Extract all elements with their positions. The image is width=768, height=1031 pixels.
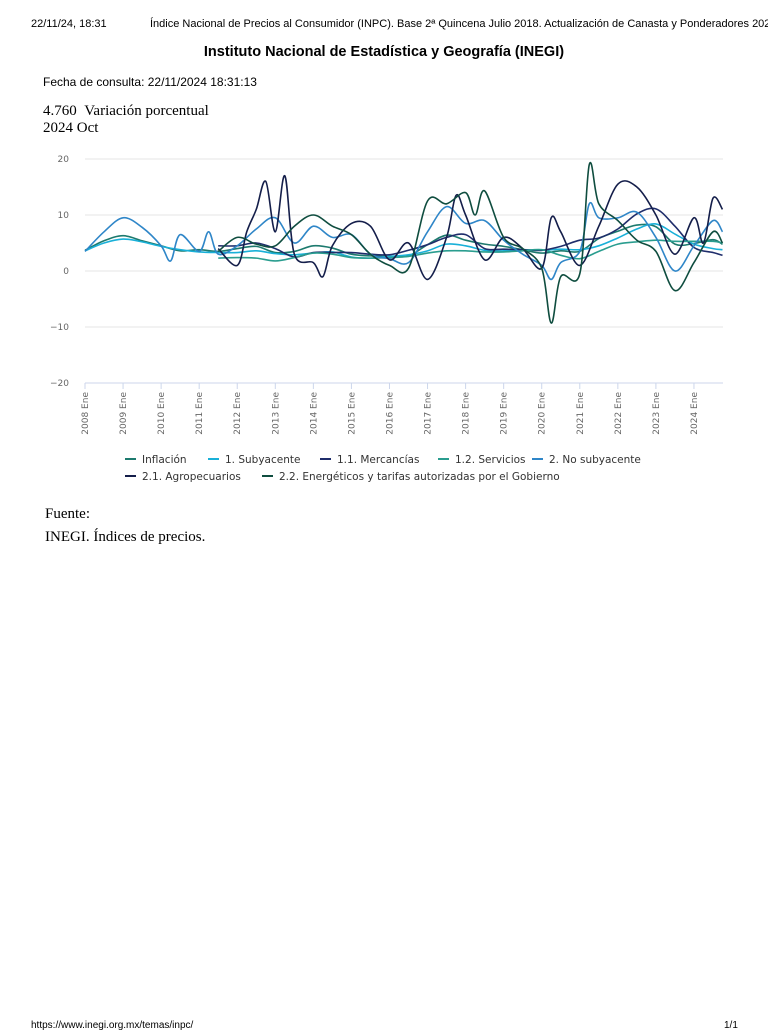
series-line-7 [217, 161, 724, 324]
series-line-6 [217, 174, 724, 281]
y-tick-label: −10 [50, 323, 69, 333]
series-line-2 [84, 223, 723, 259]
current-value-block: 4.760 Variación porcentual 2024 Oct [43, 103, 209, 137]
current-value: 4.760 [43, 103, 77, 119]
consulta-date: Fecha de consulta: 22/11/2024 18:31:13 [43, 75, 257, 89]
x-tick-label: 2012 Ene [233, 392, 243, 435]
series-line-5 [84, 201, 724, 281]
document-title: Índice Nacional de Precios al Consumidor… [150, 18, 768, 30]
x-tick-label: 2011 Ene [195, 392, 205, 435]
x-tick-label: 2022 Ene [614, 392, 624, 435]
line-chart: 20 10 0 −10 −20 2008 Ene 2009 Ene 2010 Ene 2011 … [50, 155, 724, 483]
current-period: 2024 Oct [43, 120, 99, 136]
legend-item[interactable]: 2. No subyacente [549, 454, 641, 466]
x-tick-label: 2019 Ene [500, 392, 510, 435]
y-tick-label: 10 [58, 211, 70, 221]
footer-url: https://www.inegi.org.mx/temas/inpc/ [31, 1020, 194, 1031]
x-tick-label: 2020 Ene [538, 392, 548, 435]
x-tick-label: 2008 Ene [81, 392, 91, 435]
x-tick-label: 2009 Ene [119, 392, 129, 435]
current-value-label: Variación porcentual [84, 103, 209, 119]
x-tick-label: 2017 Ene [424, 392, 434, 435]
legend-item[interactable]: 1. Subyacente [225, 454, 300, 466]
x-tick-label: 2023 Ene [652, 392, 662, 435]
x-tick-label: 2024 Ene [690, 392, 700, 435]
y-tick-label: 20 [58, 155, 70, 165]
x-tick-label: 2014 Ene [309, 392, 319, 435]
legend-item[interactable]: 1.2. Servicios [455, 454, 526, 466]
source-text: INEGI. Índices de precios. [45, 529, 206, 545]
legend-item[interactable]: 1.1. Mercancías [337, 454, 419, 466]
y-tick-label: 0 [63, 267, 69, 277]
series-line-4 [218, 239, 723, 262]
page-title: Instituto Nacional de Estadística y Geog… [203, 44, 565, 60]
x-tick-label: 2015 Ene [347, 392, 357, 435]
legend-item[interactable]: 2.1. Agropecuarios [142, 471, 241, 483]
legend-item[interactable]: Inflación [142, 454, 187, 466]
source-label: Fuente: [45, 506, 90, 522]
page-number: 1/1 [724, 1020, 738, 1031]
print-datetime: 22/11/24, 18:31 [31, 18, 107, 30]
x-tick-label: 2018 Ene [462, 392, 472, 435]
x-tick-label: 2021 Ene [576, 392, 586, 435]
x-tick-label: 2016 Ene [385, 392, 395, 435]
y-tick-label: −20 [50, 379, 69, 389]
x-tick-label: 2010 Ene [157, 392, 167, 435]
legend-item[interactable]: 2.2. Energéticos y tarifas autorizadas p… [279, 471, 560, 483]
x-tick-label: 2013 Ene [271, 392, 281, 435]
